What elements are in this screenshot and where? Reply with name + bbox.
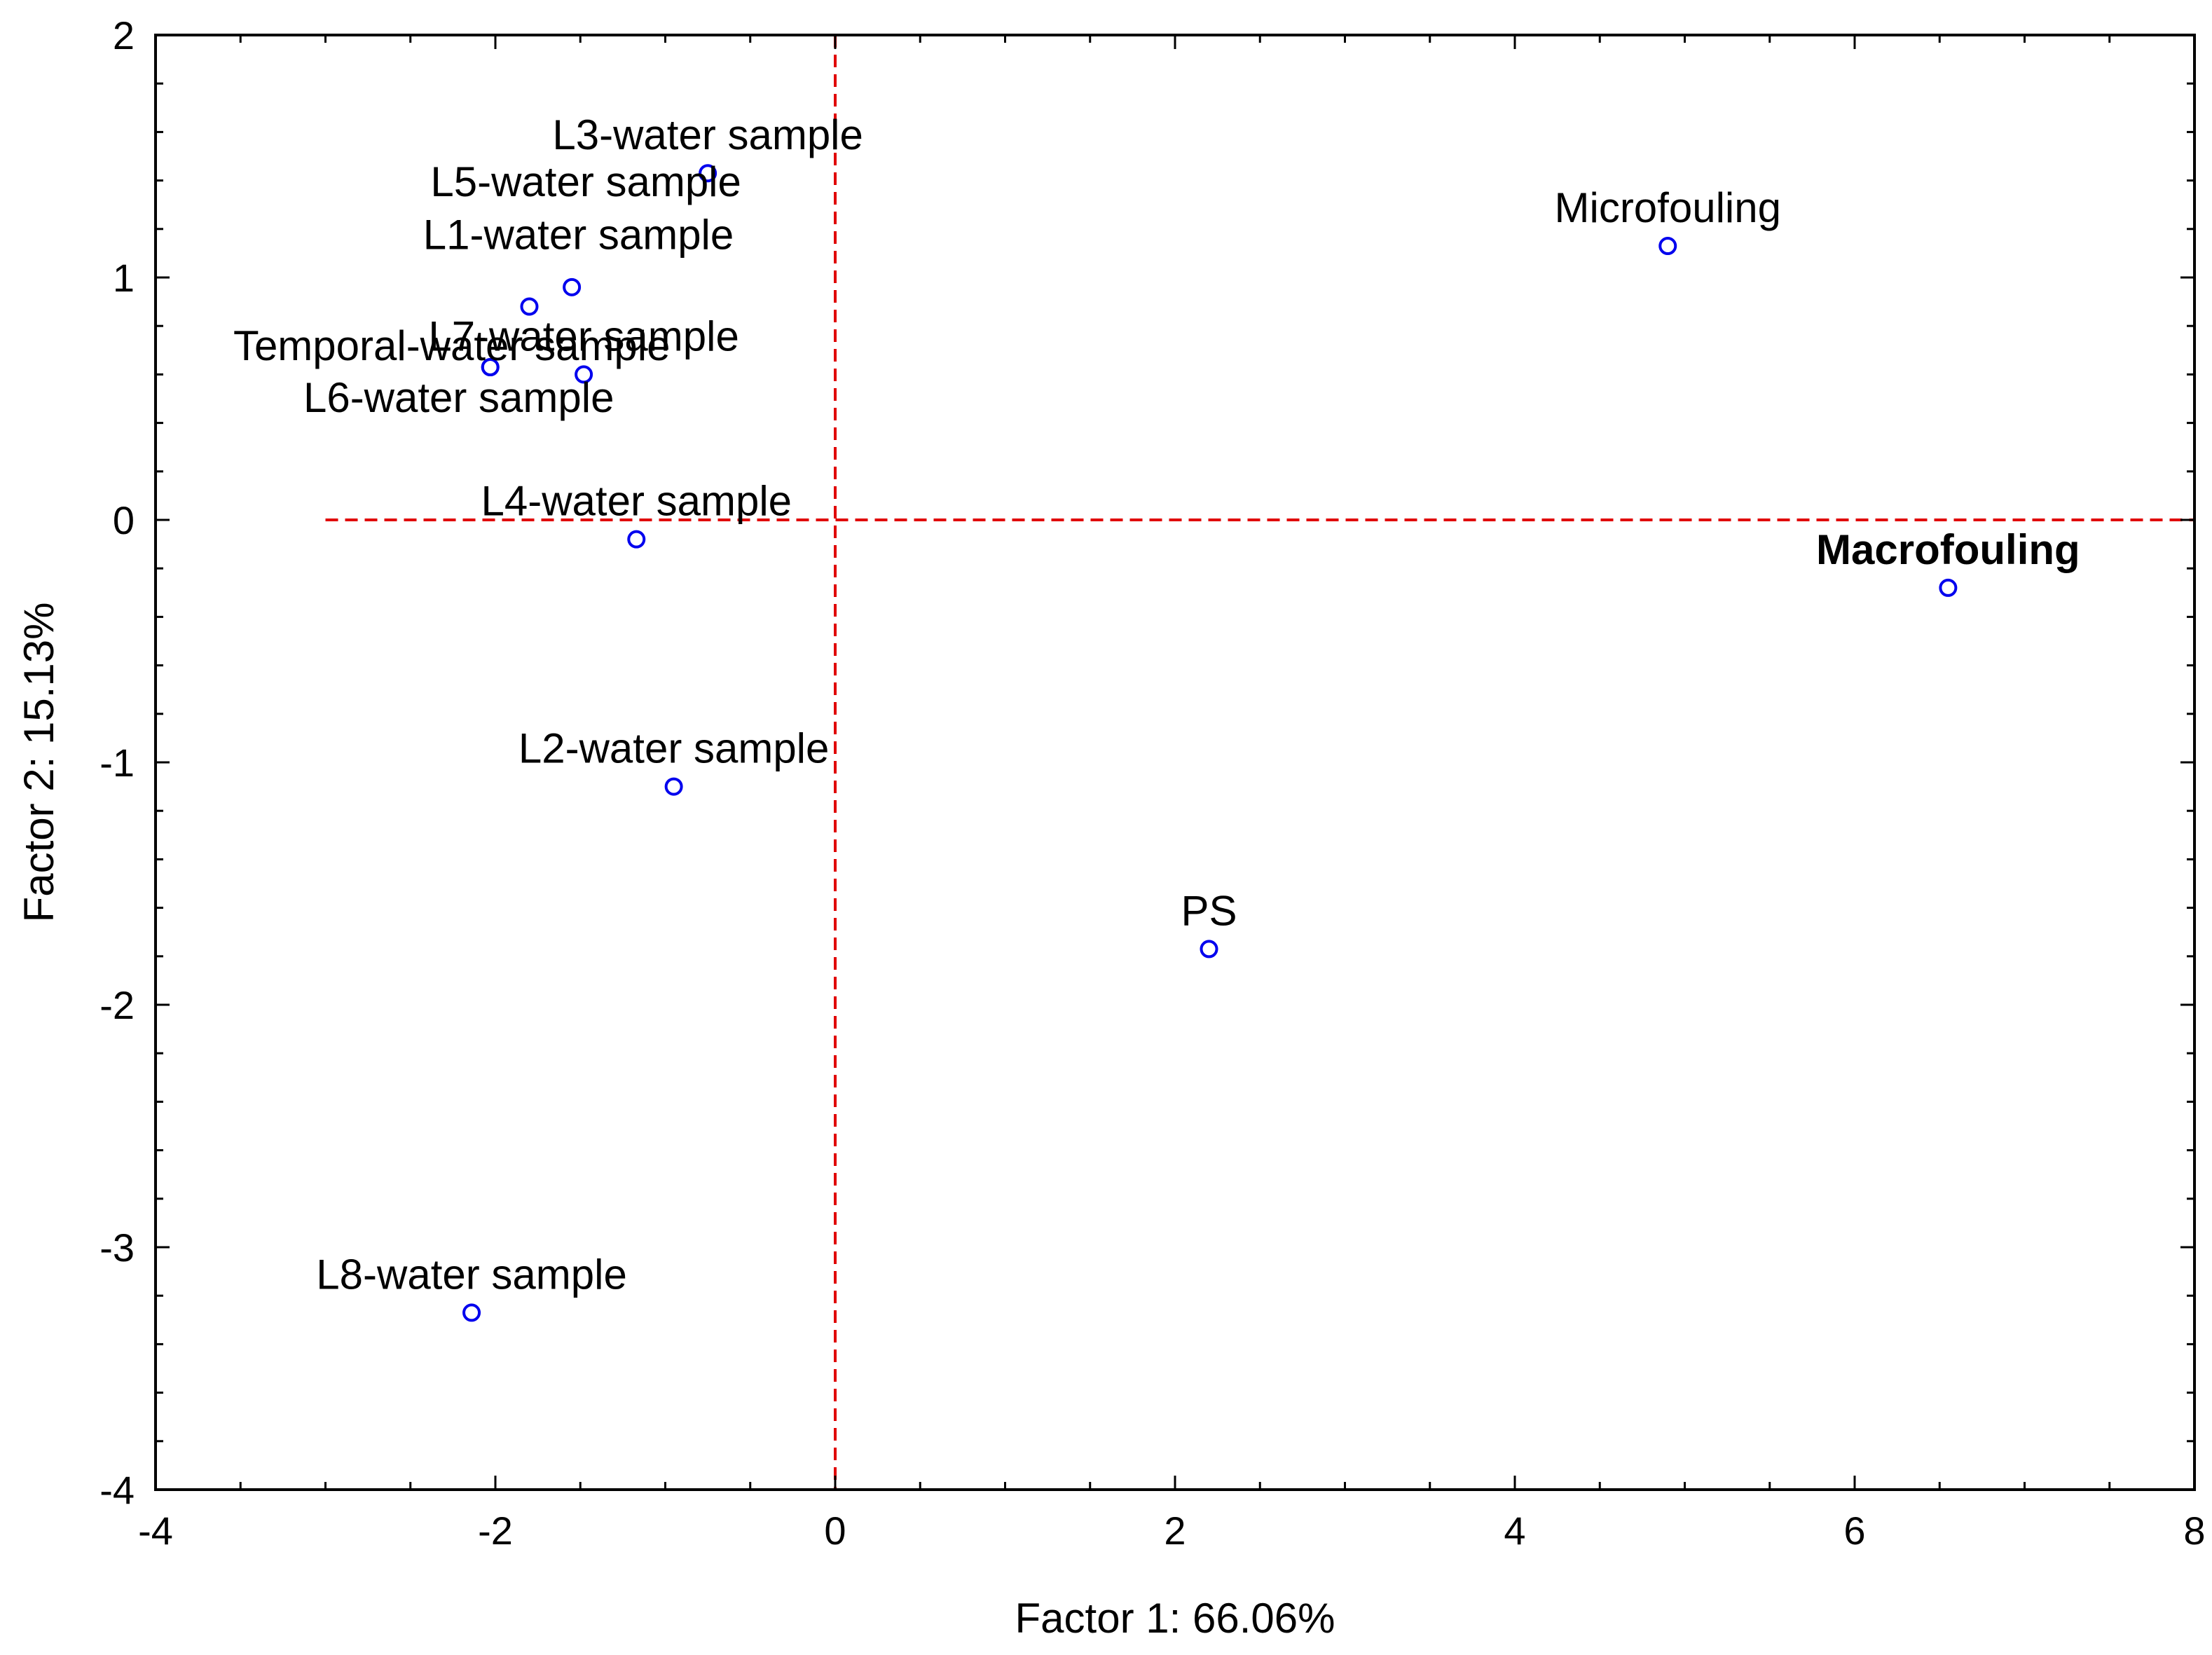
point-label: L4-water sample <box>481 478 792 525</box>
data-point <box>462 1303 481 1322</box>
x-tick-label: 8 <box>2183 1509 2205 1553</box>
data-point <box>1658 237 1677 256</box>
y-tick-label: -4 <box>99 1468 135 1512</box>
point-label: Macrofouling <box>1816 526 2080 573</box>
data-points <box>462 164 1958 1322</box>
y-axis-label: Factor 2: 15.13% <box>15 603 62 923</box>
data-point <box>627 530 646 549</box>
x-tick-label: -2 <box>478 1509 513 1553</box>
reference-lines <box>325 35 2194 1490</box>
data-point <box>563 277 582 296</box>
y-tick-label: 2 <box>113 13 135 57</box>
data-point <box>481 358 500 377</box>
y-tick-label: 0 <box>113 498 135 542</box>
point-label: L8-water sample <box>316 1251 627 1298</box>
point-label: Microfouling <box>1555 184 1781 231</box>
x-axis-label: Factor 1: 66.06% <box>1015 1595 1335 1642</box>
point-label: L5-water sample <box>430 158 741 205</box>
point-label: PS <box>1181 887 1237 934</box>
x-tick-label: 4 <box>1504 1509 1525 1553</box>
y-tick-label: -2 <box>99 983 135 1027</box>
x-tick-label: -4 <box>138 1509 173 1553</box>
y-tick-label: -1 <box>99 741 135 785</box>
plot-frame <box>154 34 2196 1491</box>
data-point <box>664 777 683 796</box>
data-point <box>575 365 593 384</box>
point-label: L1-water sample <box>423 212 734 259</box>
x-tick-label: 0 <box>824 1509 846 1553</box>
y-tick-label: -3 <box>99 1225 135 1270</box>
tick-labels: -4 -2 0 2 4 6 8 -4 -3 -2 -1 0 1 2 <box>99 13 2205 1553</box>
point-label: L7-water sample <box>428 313 739 359</box>
point-label: Temporal-water sample <box>233 322 671 369</box>
point-label: L3-water sample <box>552 111 863 158</box>
data-point <box>1939 578 1958 597</box>
point-label: L6-water sample <box>303 374 614 421</box>
x-tick-label: 2 <box>1164 1509 1186 1553</box>
point-label: L2-water sample <box>518 725 830 772</box>
data-point <box>1200 940 1218 959</box>
x-tick-label: 6 <box>1843 1509 1865 1553</box>
data-point <box>520 297 539 316</box>
y-tick-label: 1 <box>113 256 135 300</box>
data-point <box>699 164 717 183</box>
